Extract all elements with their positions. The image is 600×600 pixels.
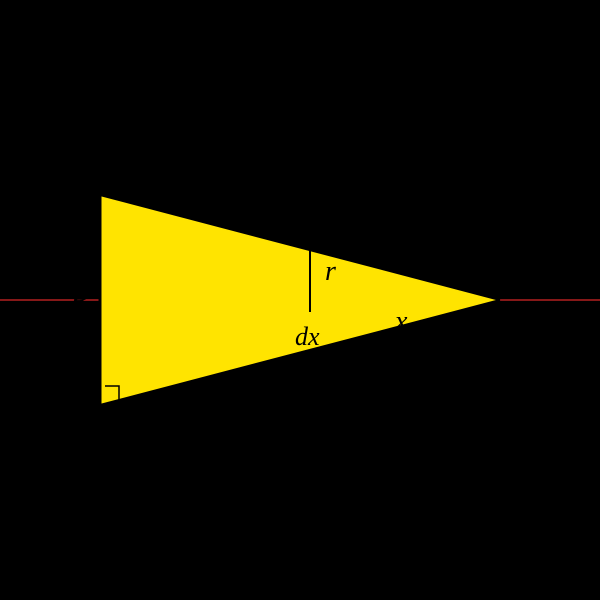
label-h: h — [280, 101, 296, 137]
label-r: r — [325, 256, 336, 287]
cone-diagram: h Rr x dx — [0, 0, 600, 600]
label-dx: dx — [295, 322, 320, 351]
label-R: R — [69, 281, 90, 317]
label-x: x — [394, 306, 408, 337]
